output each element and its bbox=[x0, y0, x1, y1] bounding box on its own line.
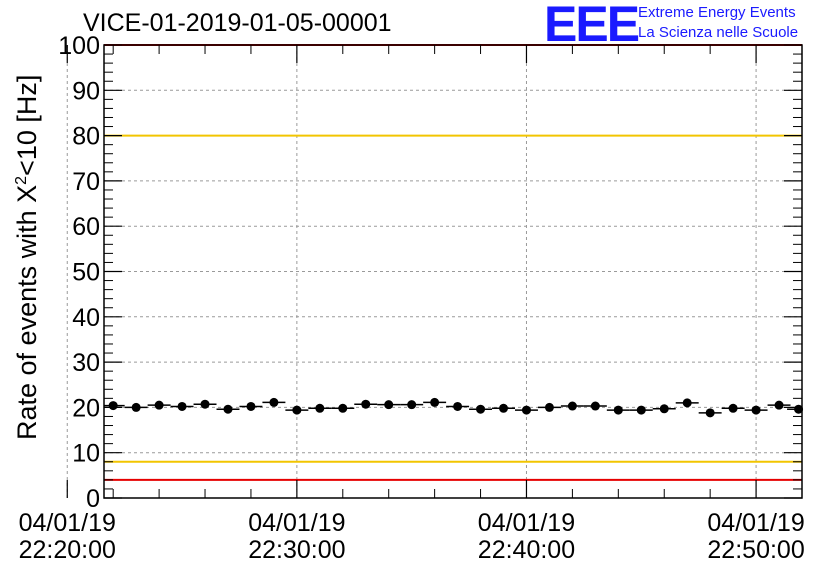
y-tick-label: 100 bbox=[58, 32, 100, 60]
data-point bbox=[177, 401, 187, 411]
y-tick-labels: 0 10 20 30 40 50 60 70 80 90 100 bbox=[58, 32, 100, 513]
data-point bbox=[361, 399, 371, 409]
data-point bbox=[476, 404, 486, 414]
x-tick-label-date: 04/01/19 bbox=[478, 509, 575, 537]
data-point bbox=[292, 405, 302, 415]
y-tick-label: 10 bbox=[72, 440, 100, 468]
x-tick-label-time: 22:40:00 bbox=[478, 536, 575, 564]
data-point bbox=[246, 401, 256, 411]
data-point bbox=[544, 402, 554, 412]
eee-logo: EEE bbox=[544, 0, 640, 52]
data-point bbox=[682, 398, 692, 408]
data-point bbox=[407, 400, 417, 410]
data-point bbox=[613, 405, 623, 415]
reference-lines bbox=[104, 44, 802, 481]
y-tick-label: 30 bbox=[72, 349, 100, 377]
y-tick-label: 70 bbox=[72, 168, 100, 196]
x-tick-label-time: 22:30:00 bbox=[248, 536, 345, 564]
x-tick-label-date: 04/01/19 bbox=[707, 509, 804, 537]
data-point bbox=[200, 399, 210, 409]
chart-title: VICE-01-2019-01-05-00001 bbox=[83, 9, 392, 37]
data-point bbox=[430, 397, 440, 407]
y-tick-label: 0 bbox=[86, 485, 100, 513]
data-point bbox=[269, 397, 279, 407]
data-point bbox=[223, 404, 233, 414]
data-point bbox=[108, 401, 118, 411]
data-point bbox=[499, 403, 509, 413]
data-point bbox=[728, 403, 738, 413]
x-tick-label-date: 04/01/19 bbox=[248, 509, 345, 537]
data-point bbox=[521, 405, 531, 415]
axis-ticks bbox=[66, 44, 803, 499]
data-point bbox=[705, 408, 715, 418]
y-tick-label: 40 bbox=[72, 304, 100, 332]
data-point bbox=[751, 405, 761, 415]
x-tick-label-time: 22:50:00 bbox=[707, 536, 804, 564]
data-point bbox=[774, 400, 784, 410]
logo-tagline-2: La Scienza nelle Scuole bbox=[638, 24, 799, 41]
logo-tagline-1: Extreme Energy Events bbox=[638, 4, 796, 21]
data-point bbox=[659, 404, 669, 414]
data-point bbox=[636, 405, 646, 415]
y-tick-label: 50 bbox=[72, 259, 100, 287]
y-tick-label: 90 bbox=[72, 77, 100, 105]
data-point bbox=[315, 403, 325, 413]
x-tick-labels: 04/01/1922:20:0004/01/1922:30:0004/01/19… bbox=[19, 509, 805, 564]
data-point bbox=[131, 402, 141, 412]
data-point bbox=[590, 401, 600, 411]
x-tick-label-time: 22:20:00 bbox=[19, 536, 116, 564]
data-points bbox=[104, 397, 804, 418]
y-tick-label: 20 bbox=[72, 394, 100, 422]
x-tick-label-date: 04/01/19 bbox=[19, 509, 116, 537]
y-tick-label: 60 bbox=[72, 213, 100, 241]
data-point bbox=[384, 400, 394, 410]
data-point bbox=[338, 403, 348, 413]
data-point bbox=[567, 401, 577, 411]
y-tick-label: 80 bbox=[72, 123, 100, 151]
data-point bbox=[154, 400, 164, 410]
data-point bbox=[453, 401, 463, 411]
grid-lines bbox=[66, 45, 802, 498]
